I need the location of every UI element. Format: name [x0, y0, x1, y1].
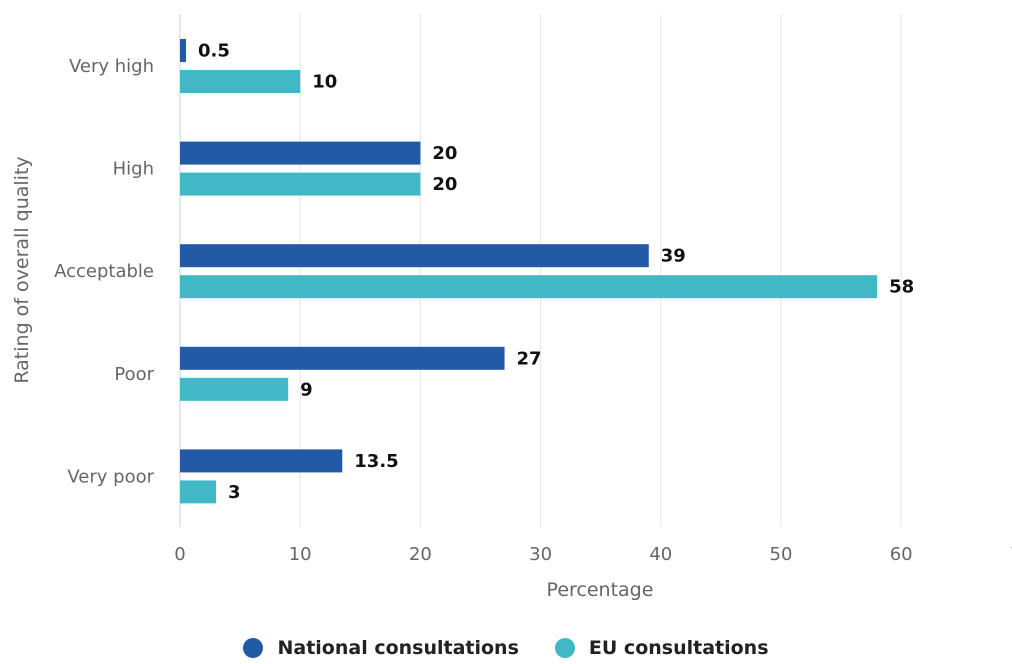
legend-item-eu[interactable]: EU consultations [554, 637, 769, 659]
data-labels: 0.5 10 20 20 39 58 27 9 13.5 3 [198, 41, 914, 503]
gridlines [179, 14, 902, 527]
bar[interactable] [180, 244, 649, 268]
y-axis-categories: Very high High Acceptable Poor Very poor [54, 56, 154, 487]
x-tick-label: 20 [409, 544, 432, 565]
legend-swatch-eu [554, 638, 575, 658]
category-label: Acceptable [54, 261, 154, 282]
bars [180, 39, 878, 504]
data-label: 9 [300, 379, 313, 400]
x-tick-label: 0 [174, 544, 185, 565]
bar[interactable] [180, 70, 301, 93]
legend-label-national: National consultations [277, 637, 519, 659]
bar[interactable] [180, 346, 505, 370]
y-axis-title: Rating of overall quality [11, 156, 33, 383]
legend-label-eu: EU consultations [588, 637, 769, 659]
category-label: High [113, 159, 154, 180]
x-axis-ticks: 0 10 20 30 40 50 60 70 [174, 544, 1012, 565]
data-label: 10 [312, 72, 337, 93]
x-tick-label: 60 [890, 544, 913, 565]
data-label: 20 [432, 143, 457, 164]
legend-item-national[interactable]: National consultations [243, 637, 519, 659]
data-label: 0.5 [198, 41, 230, 62]
x-tick-label: 10 [289, 544, 312, 565]
category-label: Very high [69, 56, 154, 77]
category-label: Poor [114, 364, 154, 385]
data-label: 39 [661, 246, 686, 267]
legend-swatch-national [243, 638, 264, 658]
x-tick-label: 30 [529, 544, 552, 565]
bar-chart: 0 10 20 30 40 50 60 70 Very high High Acceptable P… [11, 14, 1012, 601]
bar[interactable] [180, 141, 421, 165]
bar[interactable] [180, 449, 343, 473]
data-label: 3 [228, 482, 241, 503]
bar[interactable] [180, 377, 289, 401]
x-tick-label: 40 [649, 544, 672, 565]
bar[interactable] [180, 172, 421, 196]
bar[interactable] [180, 39, 187, 62]
data-label: 27 [517, 348, 542, 369]
legend: National consultations EU consultations [0, 637, 1012, 659]
x-tick-label: 50 [770, 544, 793, 565]
data-label: 13.5 [354, 451, 398, 472]
data-label: 20 [432, 174, 457, 195]
x-tick-label: 70 [1010, 544, 1012, 565]
bar[interactable] [180, 275, 878, 299]
data-label: 58 [889, 277, 914, 298]
bar[interactable] [180, 480, 217, 504]
category-label: Very poor [67, 466, 154, 487]
x-axis-title: Percentage [547, 579, 654, 601]
